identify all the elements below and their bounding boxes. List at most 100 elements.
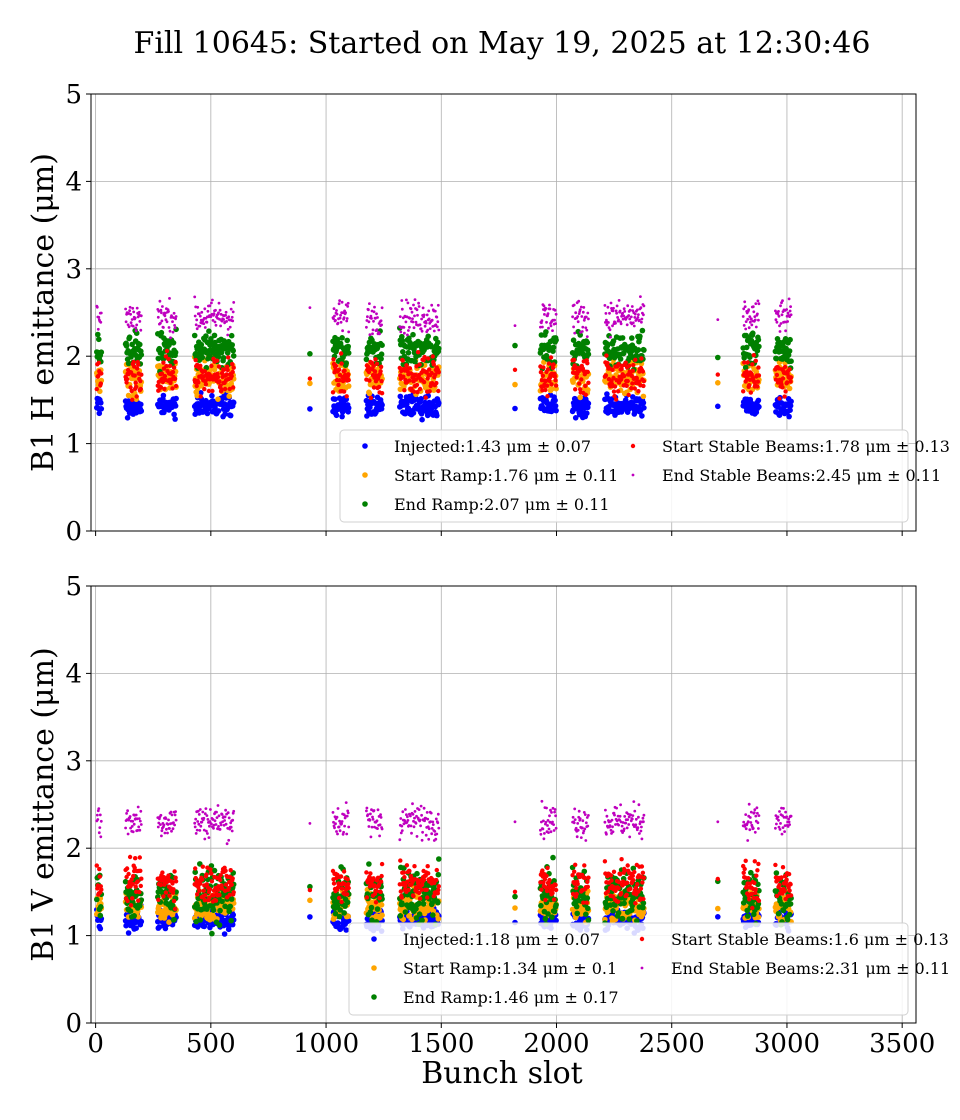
data-point (638, 318, 641, 322)
data-point (224, 822, 228, 826)
data-point (307, 914, 313, 920)
data-point (212, 312, 216, 316)
data-point (410, 331, 416, 338)
data-point (366, 315, 369, 319)
data-point (585, 351, 592, 358)
data-point (756, 365, 761, 370)
data-point (434, 837, 438, 841)
data-point (363, 356, 370, 363)
data-point (750, 330, 756, 337)
data-point (197, 312, 201, 316)
data-point (131, 359, 136, 365)
data-point (424, 887, 429, 892)
data-point (222, 386, 228, 392)
data-point (427, 309, 431, 313)
data-point (756, 343, 762, 350)
data-point (230, 315, 234, 319)
data-point (345, 877, 350, 882)
data-point (125, 812, 128, 815)
data-point (346, 301, 350, 305)
data-point (128, 385, 133, 390)
x-tick-label: 1000 (293, 1029, 359, 1059)
data-point (215, 810, 218, 814)
data-point (366, 861, 372, 867)
data-point (336, 367, 342, 372)
data-point (130, 825, 134, 828)
data-point (338, 299, 341, 302)
data-point (408, 325, 411, 329)
data-point (344, 337, 351, 344)
data-point (231, 310, 235, 314)
data-point (218, 828, 222, 831)
data-point (195, 327, 199, 331)
y-tick-label: 2 (65, 834, 82, 864)
data-point (428, 343, 435, 350)
data-point (371, 385, 377, 390)
data-point (636, 389, 641, 394)
data-point (156, 825, 160, 829)
data-point (160, 870, 165, 875)
data-point (374, 361, 380, 366)
x-tick-label: 2000 (523, 1029, 589, 1059)
data-point (368, 395, 374, 401)
data-point (380, 306, 384, 310)
data-point (171, 898, 177, 904)
data-point (224, 364, 230, 369)
data-point (419, 327, 423, 331)
series-end-stable-beams (95, 799, 793, 846)
data-point (742, 324, 746, 327)
data-point (585, 905, 591, 912)
data-point (407, 366, 413, 371)
data-point (221, 931, 228, 937)
data-point (641, 378, 647, 384)
y-axis-label: B1 H emittance (μm) (26, 153, 61, 472)
data-point (167, 310, 170, 313)
data-point (191, 332, 198, 339)
data-point (214, 323, 218, 327)
data-point (170, 813, 174, 817)
data-point (553, 887, 559, 893)
y-tick-label: 3 (65, 255, 82, 285)
data-point (379, 861, 385, 867)
data-point (371, 332, 374, 336)
data-point (751, 305, 755, 309)
data-point (420, 901, 427, 907)
data-point (162, 326, 165, 329)
data-point (345, 405, 352, 411)
data-point (130, 397, 135, 402)
data-point (542, 837, 546, 841)
data-point (406, 819, 410, 822)
data-point (370, 825, 374, 829)
data-point (784, 329, 787, 333)
data-point (167, 893, 172, 898)
data-point (581, 325, 585, 329)
data-point (99, 371, 104, 376)
data-point (159, 321, 162, 325)
data-point (336, 895, 342, 901)
data-point (378, 902, 385, 908)
data-point (380, 323, 383, 327)
data-point (341, 389, 347, 394)
data-point (217, 379, 222, 384)
data-point (367, 825, 371, 828)
data-point (232, 301, 236, 304)
data-point (435, 832, 439, 836)
data-point (138, 918, 145, 925)
data-point (202, 322, 206, 325)
data-point (406, 887, 411, 893)
data-point (338, 874, 344, 879)
data-point (379, 391, 385, 396)
data-point (164, 318, 168, 322)
data-point (133, 380, 138, 385)
data-point (752, 880, 757, 886)
data-point (756, 373, 762, 378)
data-point (754, 873, 759, 878)
data-point (345, 319, 349, 323)
data-point (406, 815, 409, 819)
data-point (542, 304, 546, 308)
data-point (399, 895, 404, 900)
data-point (425, 864, 430, 869)
data-point (129, 341, 135, 348)
data-point (426, 356, 431, 361)
